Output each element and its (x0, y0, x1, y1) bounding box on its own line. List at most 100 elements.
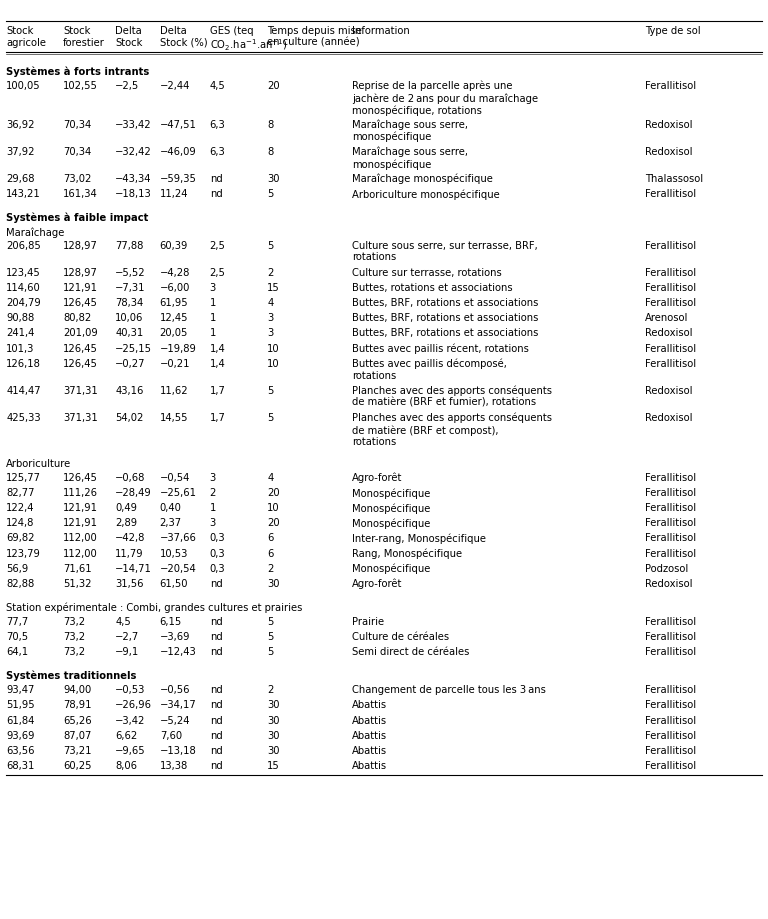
Text: Planches avec des apports conséquents
de matière (BRF et compost),
rotations: Planches avec des apports conséquents de… (352, 413, 551, 447)
Text: −34,17: −34,17 (160, 699, 197, 709)
Text: nd: nd (210, 631, 223, 641)
Text: 51,32: 51,32 (63, 578, 91, 588)
Text: −19,89: −19,89 (160, 343, 197, 353)
Text: 112,00: 112,00 (63, 548, 98, 558)
Text: nd: nd (210, 699, 223, 709)
Text: 11,62: 11,62 (160, 385, 188, 395)
Text: 8: 8 (267, 119, 273, 130)
Text: Buttes avec paillis récent, rotations: Buttes avec paillis récent, rotations (352, 343, 528, 354)
Text: 3: 3 (210, 283, 216, 293)
Text: 100,05: 100,05 (6, 81, 41, 91)
Text: 4,5: 4,5 (210, 81, 226, 91)
Text: 65,26: 65,26 (63, 715, 91, 725)
Text: −20,54: −20,54 (160, 563, 197, 573)
Text: Buttes, BRF, rotations et associations: Buttes, BRF, rotations et associations (352, 328, 538, 338)
Text: 2,5: 2,5 (210, 241, 226, 251)
Text: −0,54: −0,54 (160, 472, 190, 482)
Text: 4,5: 4,5 (115, 617, 131, 626)
Text: 126,45: 126,45 (63, 472, 98, 482)
Text: 64,1: 64,1 (6, 646, 28, 656)
Text: 70,5: 70,5 (6, 631, 28, 641)
Text: −9,1: −9,1 (115, 646, 140, 656)
Text: 4: 4 (267, 298, 273, 308)
Text: 2,5: 2,5 (210, 267, 226, 278)
Text: 371,31: 371,31 (63, 385, 98, 395)
Text: Buttes avec paillis décomposé,
rotations: Buttes avec paillis décomposé, rotations (352, 358, 507, 380)
Text: Information: Information (352, 26, 409, 36)
Text: 73,2: 73,2 (63, 617, 85, 626)
Text: 2: 2 (267, 267, 273, 278)
Text: 14,55: 14,55 (160, 413, 188, 423)
Text: −13,18: −13,18 (160, 745, 197, 755)
Text: 0,3: 0,3 (210, 533, 225, 543)
Text: 128,97: 128,97 (63, 241, 98, 251)
Text: −6,00: −6,00 (160, 283, 190, 293)
Text: Thalassosol: Thalassosol (645, 174, 703, 184)
Text: Ferallitisol: Ferallitisol (645, 617, 697, 626)
Text: 2: 2 (267, 563, 273, 573)
Text: Abattis: Abattis (352, 745, 387, 755)
Text: 70,34: 70,34 (63, 147, 91, 156)
Text: 10: 10 (267, 503, 280, 513)
Text: 10,53: 10,53 (160, 548, 188, 558)
Text: Ferallitisol: Ferallitisol (645, 517, 697, 528)
Text: 82,88: 82,88 (6, 578, 35, 588)
Text: Ferallitisol: Ferallitisol (645, 241, 697, 251)
Text: −0,56: −0,56 (160, 685, 190, 695)
Text: 10: 10 (267, 358, 280, 369)
Text: Maraîchage sous serre,
monospécifique: Maraîchage sous serre, monospécifique (352, 147, 468, 169)
Text: 20: 20 (267, 81, 280, 91)
Text: 30: 30 (267, 730, 280, 740)
Text: 73,21: 73,21 (63, 745, 91, 755)
Text: Redoxisol: Redoxisol (645, 413, 693, 423)
Text: −42,8: −42,8 (115, 533, 146, 543)
Text: Delta: Delta (160, 26, 187, 36)
Text: Maraîchage monospécifique: Maraîchage monospécifique (352, 174, 492, 184)
Text: Rang, Monospécifique: Rang, Monospécifique (352, 548, 462, 559)
Text: 5: 5 (267, 241, 273, 251)
Text: 425,33: 425,33 (6, 413, 41, 423)
Text: 126,45: 126,45 (63, 358, 98, 369)
Text: 1: 1 (210, 503, 216, 513)
Text: Ferallitisol: Ferallitisol (645, 188, 697, 199)
Text: −25,61: −25,61 (160, 487, 197, 497)
Text: 414,47: 414,47 (6, 385, 41, 395)
Text: Ferallitisol: Ferallitisol (645, 760, 697, 770)
Text: 37,92: 37,92 (6, 147, 35, 156)
Text: Ferallitisol: Ferallitisol (645, 267, 697, 278)
Text: CO$_2$.ha$^{-1}$.an$^{-1}$): CO$_2$.ha$^{-1}$.an$^{-1}$) (210, 38, 287, 53)
Text: Ferallitisol: Ferallitisol (645, 343, 697, 353)
Text: nd: nd (210, 578, 223, 588)
Text: 123,45: 123,45 (6, 267, 41, 278)
Text: Abattis: Abattis (352, 699, 387, 709)
Text: 5: 5 (267, 188, 273, 199)
Text: 0,3: 0,3 (210, 548, 225, 558)
Text: 93,69: 93,69 (6, 730, 35, 740)
Text: 0,40: 0,40 (160, 503, 181, 513)
Text: 40,31: 40,31 (115, 328, 144, 338)
Text: nd: nd (210, 174, 223, 184)
Text: 82,77: 82,77 (6, 487, 35, 497)
Text: Ferallitisol: Ferallitisol (645, 533, 697, 543)
Text: Culture de céréales: Culture de céréales (352, 631, 449, 641)
Text: Redoxisol: Redoxisol (645, 119, 693, 130)
Text: Stock: Stock (6, 26, 34, 36)
Text: 6: 6 (267, 533, 273, 543)
Text: −9,65: −9,65 (115, 745, 146, 755)
Text: Agro-forêt: Agro-forêt (352, 578, 402, 589)
Text: Ferallitisol: Ferallitisol (645, 685, 697, 695)
Text: Ferallitisol: Ferallitisol (645, 715, 697, 725)
Text: 111,26: 111,26 (63, 487, 98, 497)
Text: 0,3: 0,3 (210, 563, 225, 573)
Text: 201,09: 201,09 (63, 328, 98, 338)
Text: Ferallitisol: Ferallitisol (645, 503, 697, 513)
Text: 1,7: 1,7 (210, 385, 226, 395)
Text: 2,89: 2,89 (115, 517, 137, 528)
Text: 13,38: 13,38 (160, 760, 188, 770)
Text: Abattis: Abattis (352, 760, 387, 770)
Text: GES (teq: GES (teq (210, 26, 253, 36)
Text: 2: 2 (267, 685, 273, 695)
Text: −0,21: −0,21 (160, 358, 190, 369)
Text: 94,00: 94,00 (63, 685, 91, 695)
Text: −0,27: −0,27 (115, 358, 146, 369)
